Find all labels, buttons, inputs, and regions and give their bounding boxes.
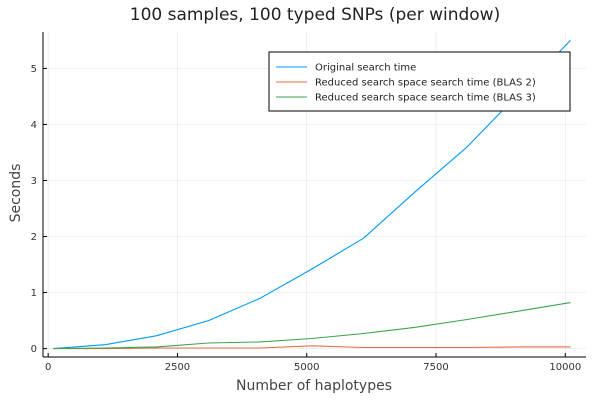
x-axis-label: Number of haplotypes xyxy=(236,378,392,394)
x-tick-label: 2500 xyxy=(165,362,190,373)
legend-label: Original search time xyxy=(315,63,416,74)
legend-label: Reduced search space search time (BLAS 2… xyxy=(315,78,536,89)
series-line xyxy=(53,345,571,350)
series xyxy=(53,40,571,350)
legend-box xyxy=(268,51,571,112)
series-line xyxy=(53,40,571,350)
ticks: 0 2500 5000 7500 10000 0 1 2 3 4 5 xyxy=(31,64,582,373)
x-tick-label: 7500 xyxy=(423,362,448,373)
series-line xyxy=(53,302,571,350)
y-tick-label: 5 xyxy=(31,64,37,75)
y-tick-label: 1 xyxy=(31,288,37,299)
y-tick-label: 3 xyxy=(31,176,37,187)
y-tick-label: 4 xyxy=(31,120,37,131)
chart-title: 100 samples, 100 typed SNPs (per window) xyxy=(130,5,500,25)
x-tick-label: 5000 xyxy=(294,362,319,373)
legend-label: Reduced search space search time (BLAS 3… xyxy=(315,93,536,104)
x-tick-label: 0 xyxy=(45,362,51,373)
x-tick-label: 10000 xyxy=(549,362,581,373)
legend: Original search time Reduced search space… xyxy=(268,51,571,112)
y-axis-label: Seconds xyxy=(8,164,24,223)
y-tick-label: 0 xyxy=(31,344,37,355)
y-tick-label: 2 xyxy=(31,232,37,243)
axes xyxy=(42,32,586,358)
